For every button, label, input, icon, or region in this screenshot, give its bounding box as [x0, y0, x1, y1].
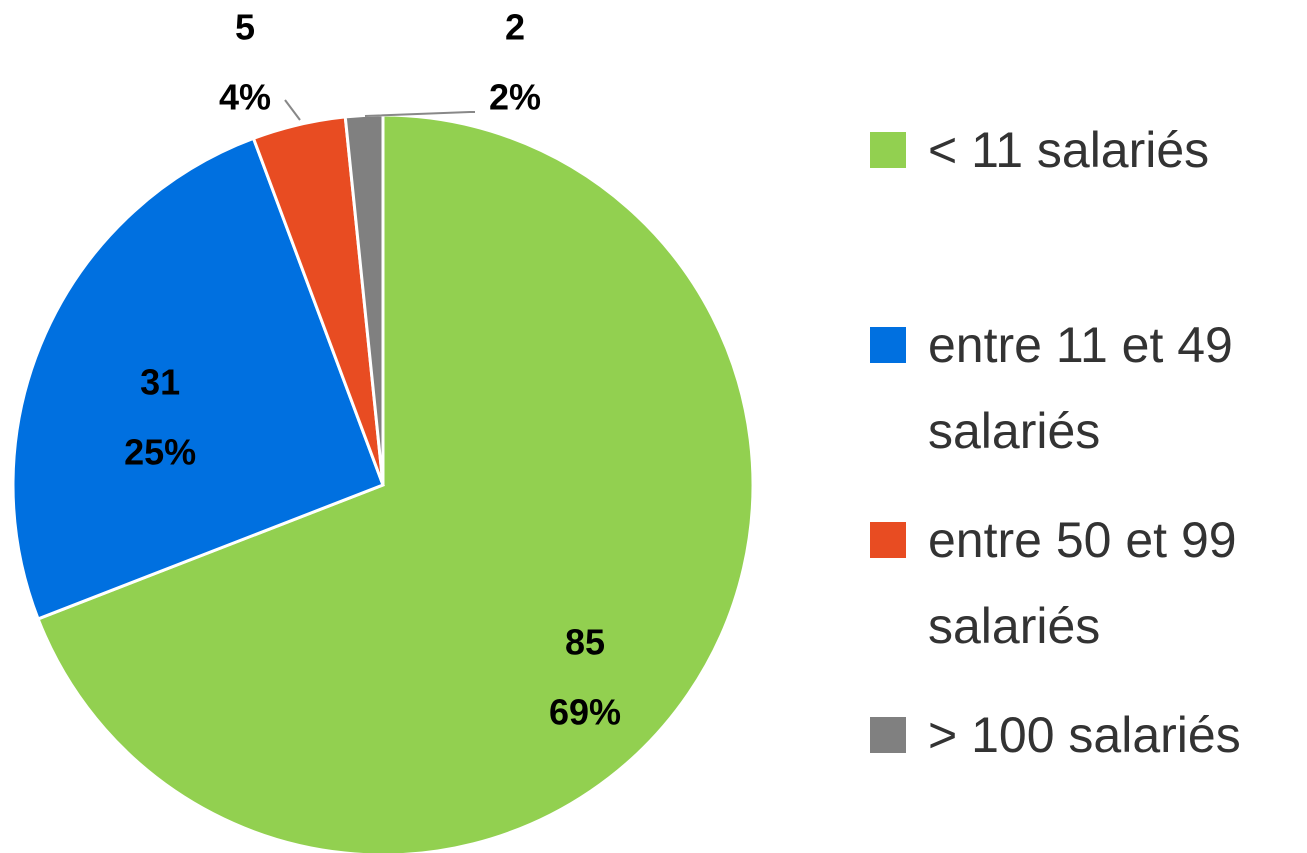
legend-label: > 100 salariés [928, 707, 1241, 763]
legend-swatch [870, 132, 906, 168]
pie-slice [36, 113, 755, 853]
legend-swatch [870, 522, 906, 558]
legend-label: entre 50 et 99 salariés [928, 512, 1237, 654]
percent-label: 69% [549, 692, 621, 733]
legend-item: entre 11 et 49 salariés [870, 302, 1300, 474]
legend-label: entre 11 et 49 salariés [928, 317, 1233, 459]
leader-line [284, 99, 301, 121]
percent-label: 25% [124, 432, 196, 473]
percent-label: 4% [219, 77, 271, 118]
leader-line [364, 111, 475, 117]
percent-label: 2% [489, 77, 541, 118]
data-label: 5 [235, 7, 255, 48]
data-label: 2 [505, 7, 525, 48]
legend-swatch [870, 327, 906, 363]
legend-swatch [870, 717, 906, 753]
legend-item: > 100 salariés [870, 692, 1300, 778]
legend-label: < 11 salariés [928, 122, 1210, 178]
data-label: 85 [565, 622, 605, 663]
chart: 85 69% 31 25% 5 4% 2 2% [11, 7, 755, 853]
legend-item: < 11 salariés [870, 107, 1300, 193]
pie-slice [11, 136, 385, 621]
data-label: 31 [140, 362, 180, 403]
legend-item: entre 50 et 99 salariés [870, 497, 1300, 669]
